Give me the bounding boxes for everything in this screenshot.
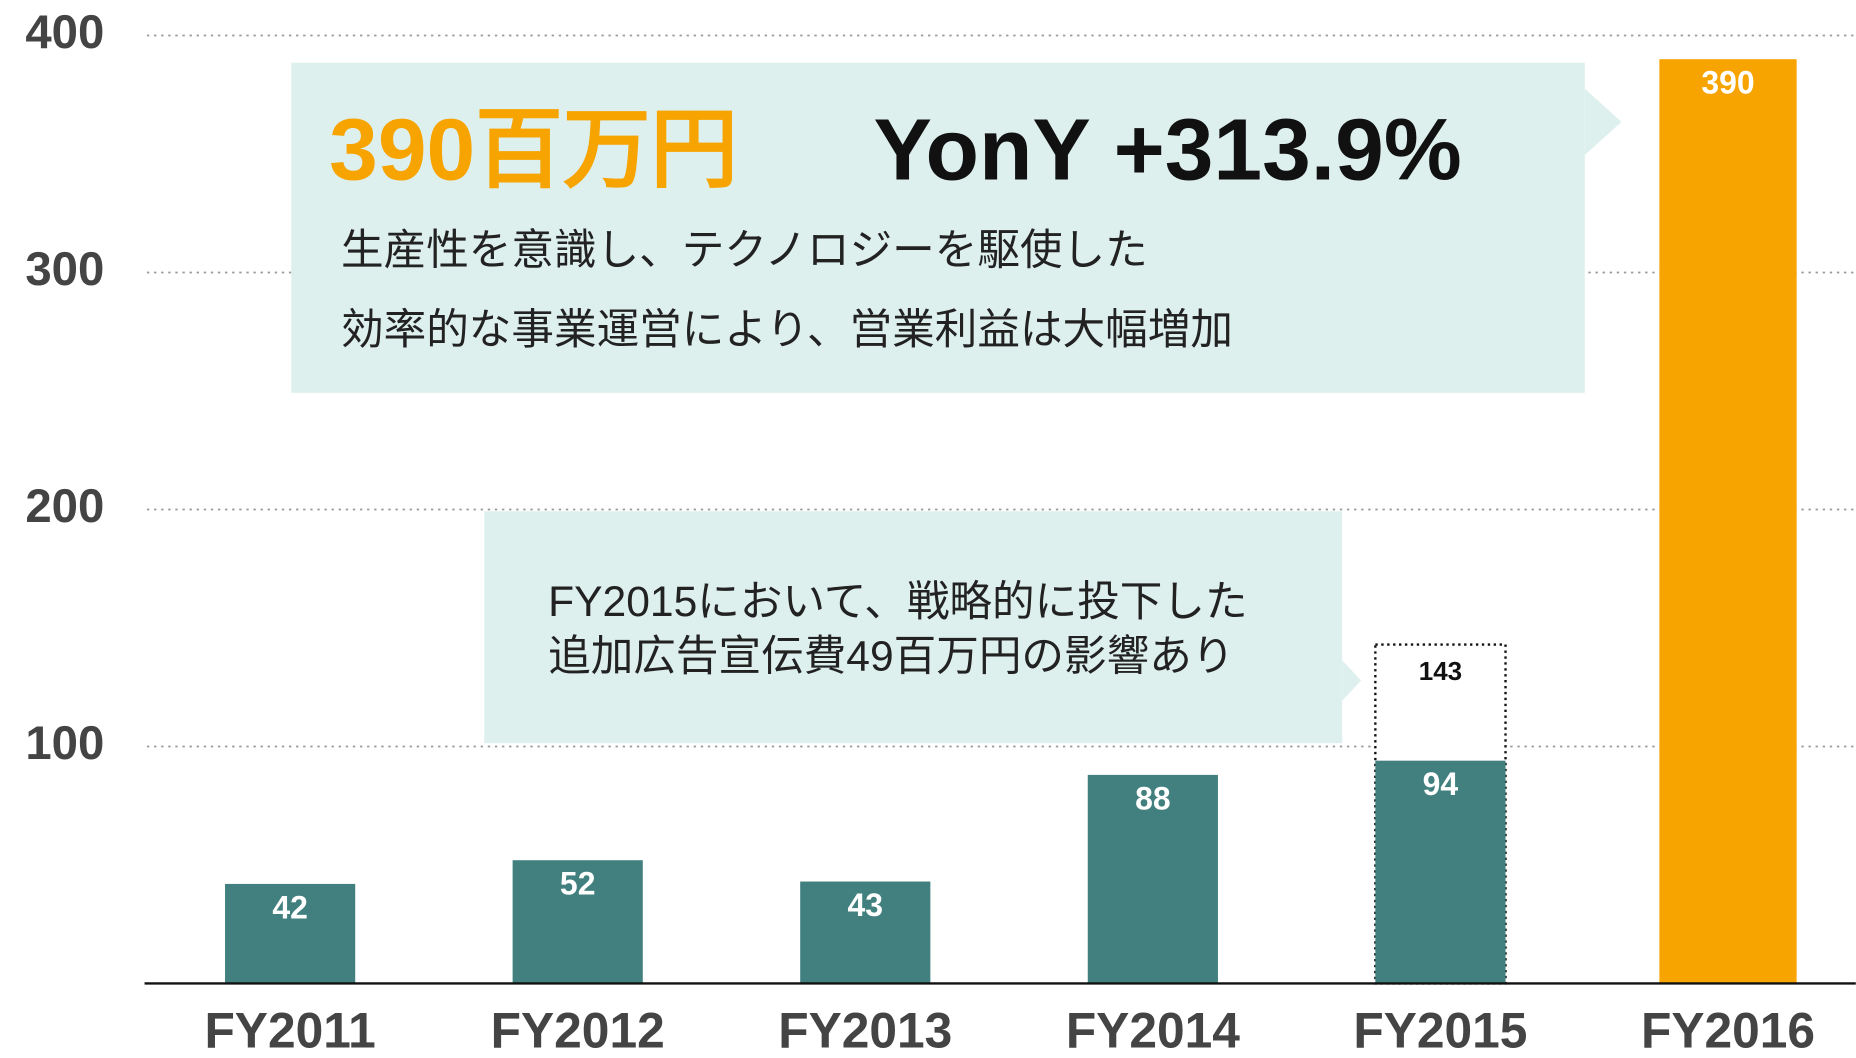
value-label: 390 — [1701, 65, 1754, 101]
callout-note: FY2015において、戦略的に投下した 追加広告宣伝費49百万円の影響あり — [484, 511, 1362, 744]
callout-line: 生産性を意識し、テクノロジーを駆使した — [341, 227, 1148, 275]
x-tick-label: FY2012 — [491, 1002, 665, 1058]
callout-box — [484, 511, 1343, 744]
x-tick-label: FY2014 — [1066, 1002, 1240, 1058]
value-label: 94 — [1423, 766, 1459, 802]
value-label: 52 — [560, 866, 596, 902]
comparison-label: 143 — [1419, 656, 1462, 686]
callout-pointer — [1342, 660, 1362, 701]
headline: 390百万円 — [329, 100, 738, 198]
value-label: 88 — [1135, 780, 1171, 816]
x-tick-label: FY2016 — [1641, 1002, 1815, 1058]
callout-line: FY2015において、戦略的に投下した — [548, 578, 1247, 626]
bar — [512, 860, 643, 984]
bar — [1087, 774, 1218, 984]
callout-main: 390百万円 YonY +313.9% 生産性を意識し、テクノロジーを駆使した … — [291, 62, 1622, 393]
y-tick-label: 100 — [25, 717, 104, 770]
y-tick-label: 300 — [25, 243, 104, 296]
bars: FY2011 42 FY2012 52 FY2013 43 FY2014 88 FY2015 14… — [204, 59, 1815, 1058]
value-label: 42 — [272, 889, 308, 925]
x-tick-label: FY2011 — [204, 1002, 375, 1058]
y-tick-label: 400 — [25, 6, 104, 59]
callout-line: 追加広告宣伝費49百万円の影響あり — [548, 632, 1234, 680]
y-tick-label: 200 — [25, 480, 104, 533]
callout-line: 効率的な事業運営により、営業利益は大幅増加 — [341, 306, 1233, 354]
callout-box — [291, 62, 1585, 393]
headline-growth: YonY +313.9% — [874, 100, 1462, 198]
callout-pointer — [1584, 88, 1622, 156]
bar — [1375, 760, 1506, 984]
bar — [800, 881, 931, 984]
x-tick-label: FY2013 — [778, 1002, 952, 1058]
bar — [1659, 59, 1797, 984]
grid: 100 200 300 400 — [25, 6, 1856, 770]
value-label: 43 — [848, 887, 884, 923]
x-tick-label: FY2015 — [1353, 1002, 1527, 1058]
bar — [225, 883, 356, 984]
